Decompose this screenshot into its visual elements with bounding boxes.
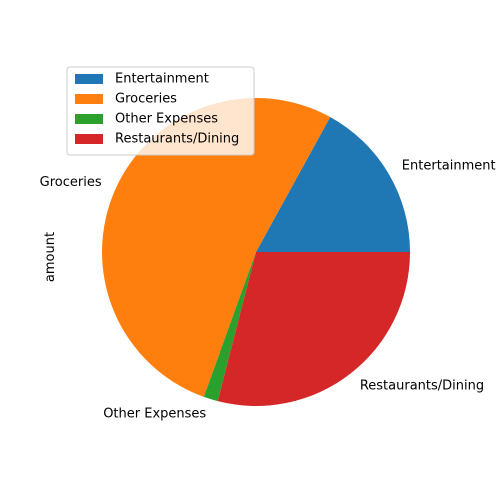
- legend-label-entertainment: Entertainment: [115, 72, 209, 87]
- legend: Entertainment Groceries Other Expenses Rest…: [66, 66, 255, 156]
- pie-slice-other-expenses: [203, 252, 256, 402]
- pie-slice-groceries: [102, 98, 331, 397]
- pie-slices: [102, 98, 410, 406]
- legend-frame: [66, 66, 255, 156]
- slice-label-other-expenses: Other Expenses: [103, 406, 206, 421]
- slice-labels: Entertainment Groceries Other Expenses Rest…: [40, 158, 496, 421]
- legend-label-groceries: Groceries: [115, 92, 177, 107]
- y-axis-label: amount: [43, 232, 58, 282]
- legend-swatch-restaurants-dining: [75, 134, 103, 144]
- legend-label-restaurants-dining: Restaurants/Dining: [115, 132, 239, 147]
- legend-swatch-groceries: [75, 94, 103, 104]
- slice-label-restaurants-dining: Restaurants/Dining: [360, 378, 484, 393]
- legend-swatch-other-expenses: [75, 114, 103, 124]
- pie-slice-restaurants-dining: [217, 252, 410, 406]
- legend-label-other-expenses: Other Expenses: [115, 112, 218, 127]
- pie-slice-entertainment: [256, 117, 410, 252]
- slice-label-entertainment: Entertainment: [402, 158, 496, 173]
- slice-label-groceries: Groceries: [40, 175, 102, 190]
- legend-swatch-entertainment: [75, 74, 103, 84]
